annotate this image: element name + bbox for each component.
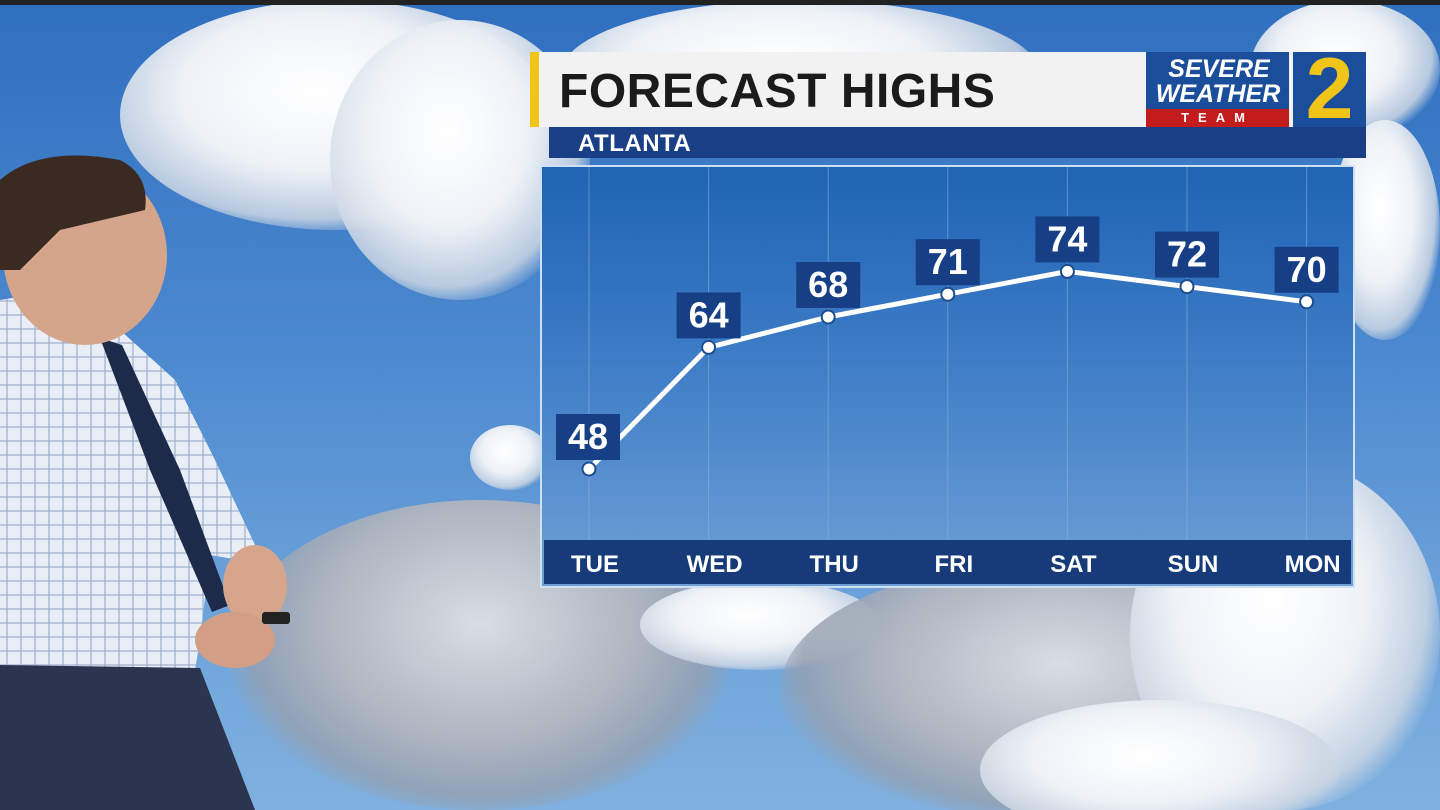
data-label-box (556, 414, 620, 460)
top-edge-bar (0, 0, 1440, 5)
title-banner: FORECAST HIGHS (530, 52, 1146, 127)
logo-line-team: TEAM (1146, 109, 1289, 127)
logo-channel-number: 2 (1305, 41, 1354, 137)
data-label: 71 (928, 241, 968, 282)
data-point (1299, 294, 1315, 310)
data-label-box (1274, 246, 1339, 293)
data-label-box (1035, 216, 1100, 263)
data-label: 48 (568, 416, 608, 457)
presenter-figure (0, 155, 290, 810)
data-label: 72 (1167, 234, 1207, 275)
x-tick-label: THU (810, 551, 859, 578)
day-label-strip (544, 540, 1351, 584)
x-tick-label: SUN (1168, 551, 1219, 578)
logo-number-background (1293, 52, 1366, 127)
x-tick-label: WED (687, 551, 743, 578)
data-point (820, 309, 836, 325)
data-point (1059, 263, 1075, 279)
data-label: 64 (689, 294, 729, 335)
data-point (701, 339, 717, 355)
data-label-box (1155, 231, 1219, 278)
cloud (470, 425, 550, 490)
location-bar: ATLANTA (549, 127, 1366, 158)
data-label: 70 (1287, 249, 1327, 290)
logo-text-box: SEVERE WEATHER TEAM (1146, 52, 1289, 127)
x-tick-label: TUE (571, 551, 619, 578)
data-label: 68 (808, 264, 848, 305)
data-point (940, 286, 956, 302)
logo-line-severe: SEVERE (1168, 55, 1270, 83)
x-tick-label: MON (1285, 551, 1341, 578)
logo-line-weather: WEATHER (1155, 80, 1281, 108)
data-label-box (676, 292, 741, 339)
location-label: ATLANTA (578, 130, 692, 157)
data-label: 74 (1047, 218, 1087, 259)
forecast-line-chart: 48 64 68 71 74 72 70 TUE WED THU FRI SAT SUN MON (556, 167, 1341, 578)
data-label-box (915, 239, 980, 286)
forecast-chart-panel: 48 64 68 71 74 72 70 TUE WED THU FRI SAT SUN MON (540, 165, 1355, 588)
x-tick-label: FRI (934, 551, 973, 578)
x-tick-label: SAT (1050, 551, 1097, 578)
station-logo: SEVERE WEATHER TEAM 2 (1146, 44, 1366, 134)
data-point (1179, 279, 1195, 295)
cloud (980, 700, 1340, 810)
data-label-box (796, 262, 861, 308)
data-point (581, 461, 597, 477)
page-title: FORECAST HIGHS (559, 65, 996, 118)
